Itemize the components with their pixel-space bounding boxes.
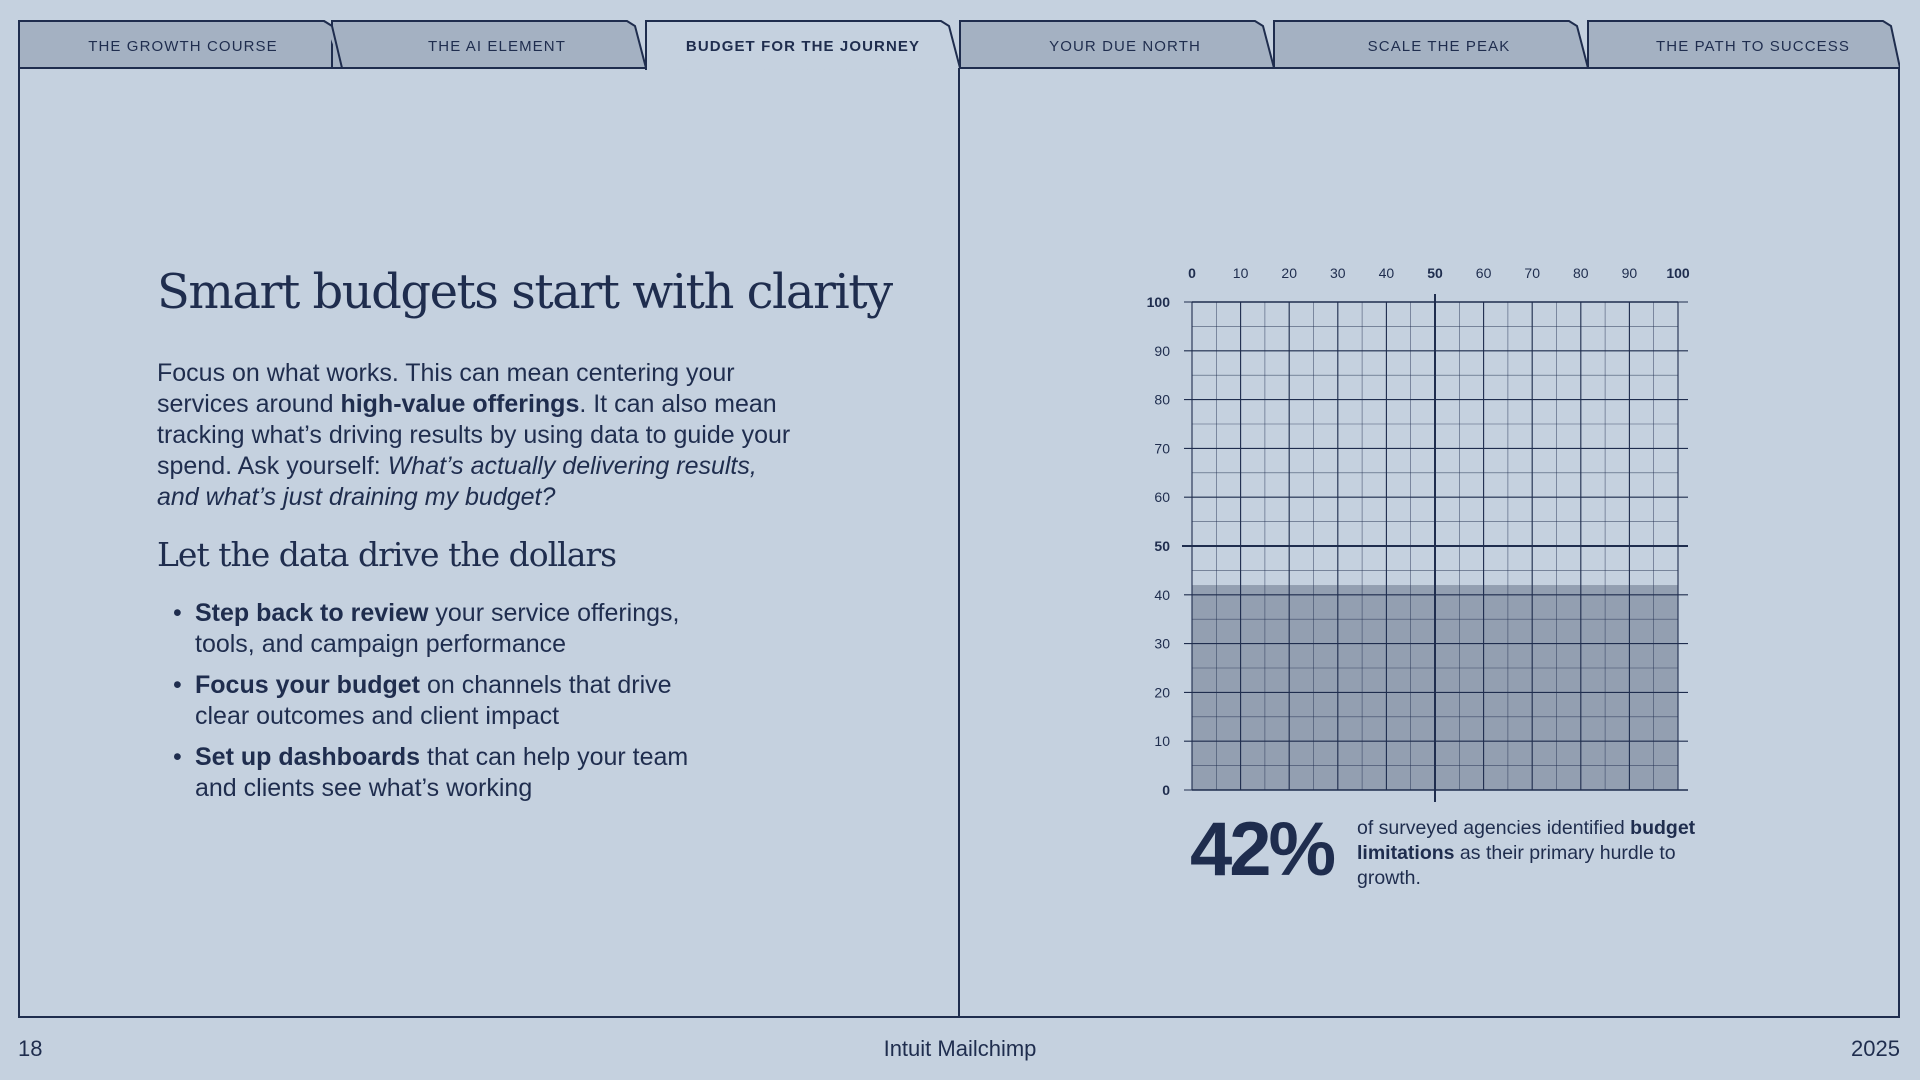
panel-divider [958, 68, 960, 1018]
y-tick-label: 0 [1162, 782, 1170, 798]
tab-your-due-north[interactable]: YOUR DUE NORTH [1049, 38, 1201, 55]
x-tick-label: 50 [1427, 265, 1443, 281]
y-tick-label: 30 [1154, 636, 1170, 652]
intro-text-1: Focus on what works. This can mean cente… [157, 359, 735, 418]
intro-bold: high-value offerings [340, 390, 580, 418]
x-tick-label: 70 [1524, 265, 1540, 281]
x-tick-label: 20 [1281, 265, 1297, 281]
y-tick-label: 100 [1147, 294, 1171, 310]
bullet-text: on channels that drive clear outcomes an… [195, 671, 672, 730]
x-tick-label: 0 [1188, 265, 1196, 281]
x-tick-label: 100 [1666, 265, 1690, 281]
x-tick-label: 80 [1573, 265, 1589, 281]
intro-italic: What’s actually delivering results, and … [157, 452, 757, 511]
y-tick-label: 90 [1154, 343, 1170, 359]
footer-brand: Intuit Mailchimp [883, 1036, 1037, 1061]
intro-paragraph: Focus on what works. This can mean cente… [157, 358, 797, 513]
bullet-bold: Step back to review [195, 599, 429, 627]
tab-scale-the-peak[interactable]: SCALE THE PEAK [1367, 38, 1511, 55]
y-tick-label: 40 [1154, 587, 1170, 603]
progress-grid-chart: 0 10 20 30 40 50 60 70 80 90 100 0 10 20 30 40 50 60 70 80 9… [1147, 265, 1690, 802]
tab-shape-0-edge [323, 20, 343, 69]
bullet-text: your service offerings, tools, and campa… [195, 599, 680, 658]
x-tick-label: 60 [1476, 265, 1492, 281]
stat-value: 42% [1190, 807, 1336, 892]
x-tick-label: 30 [1330, 265, 1346, 281]
y-tick-label: 80 [1154, 392, 1170, 408]
bullet-text: that can help your team and clients see … [195, 743, 689, 802]
page-title: Smart budgets start with clarity [157, 264, 893, 320]
bullet-bold: Focus your budget [195, 671, 420, 699]
bullet-item: Step back to review your service offerin… [157, 598, 717, 660]
tab-bar: THE GROWTH COURSE THE AI ELEMENT BUDGET … [18, 20, 1900, 70]
section-subtitle: Let the data drive the dollars [157, 535, 617, 574]
bullet-item: Focus your budget on channels that drive… [157, 670, 717, 732]
tab-the-ai-element[interactable]: THE AI ELEMENT [428, 38, 566, 55]
intro-text-2: . It can also mean tracking what’s drivi… [157, 390, 791, 480]
stat-bold: budget limitations [1357, 817, 1696, 864]
x-tick-label: 40 [1379, 265, 1395, 281]
stat-text-2: as their primary hurdle to growth. [1357, 842, 1676, 889]
footer-year: 2025 [1851, 1036, 1900, 1061]
tab-the-path-to-success[interactable]: THE PATH TO SUCCESS [1656, 38, 1850, 55]
bullet-bold: Set up dashboards [195, 743, 421, 771]
y-tick-label: 70 [1154, 440, 1170, 456]
tab-the-growth-course[interactable]: THE GROWTH COURSE [88, 38, 278, 55]
tab-shape-active [645, 20, 1900, 70]
y-tick-label: 60 [1154, 489, 1170, 505]
bullet-list: Step back to review your service offerin… [157, 598, 717, 814]
stat-text-1: of surveyed agencies identified [1357, 817, 1631, 839]
bullet-item: Set up dashboards that can help your tea… [157, 742, 717, 804]
y-tick-label: 50 [1154, 538, 1170, 554]
y-tick-label: 10 [1154, 733, 1170, 749]
x-tick-label: 90 [1622, 265, 1638, 281]
stat-description: of surveyed agencies identified budget l… [1357, 816, 1697, 891]
tab-bar-shapes [18, 20, 1900, 70]
y-tick-label: 20 [1154, 684, 1170, 700]
tab-budget-for-the-journey[interactable]: BUDGET FOR THE JOURNEY [685, 38, 921, 55]
x-tick-label: 10 [1233, 265, 1249, 281]
page-number: 18 [18, 1036, 43, 1061]
